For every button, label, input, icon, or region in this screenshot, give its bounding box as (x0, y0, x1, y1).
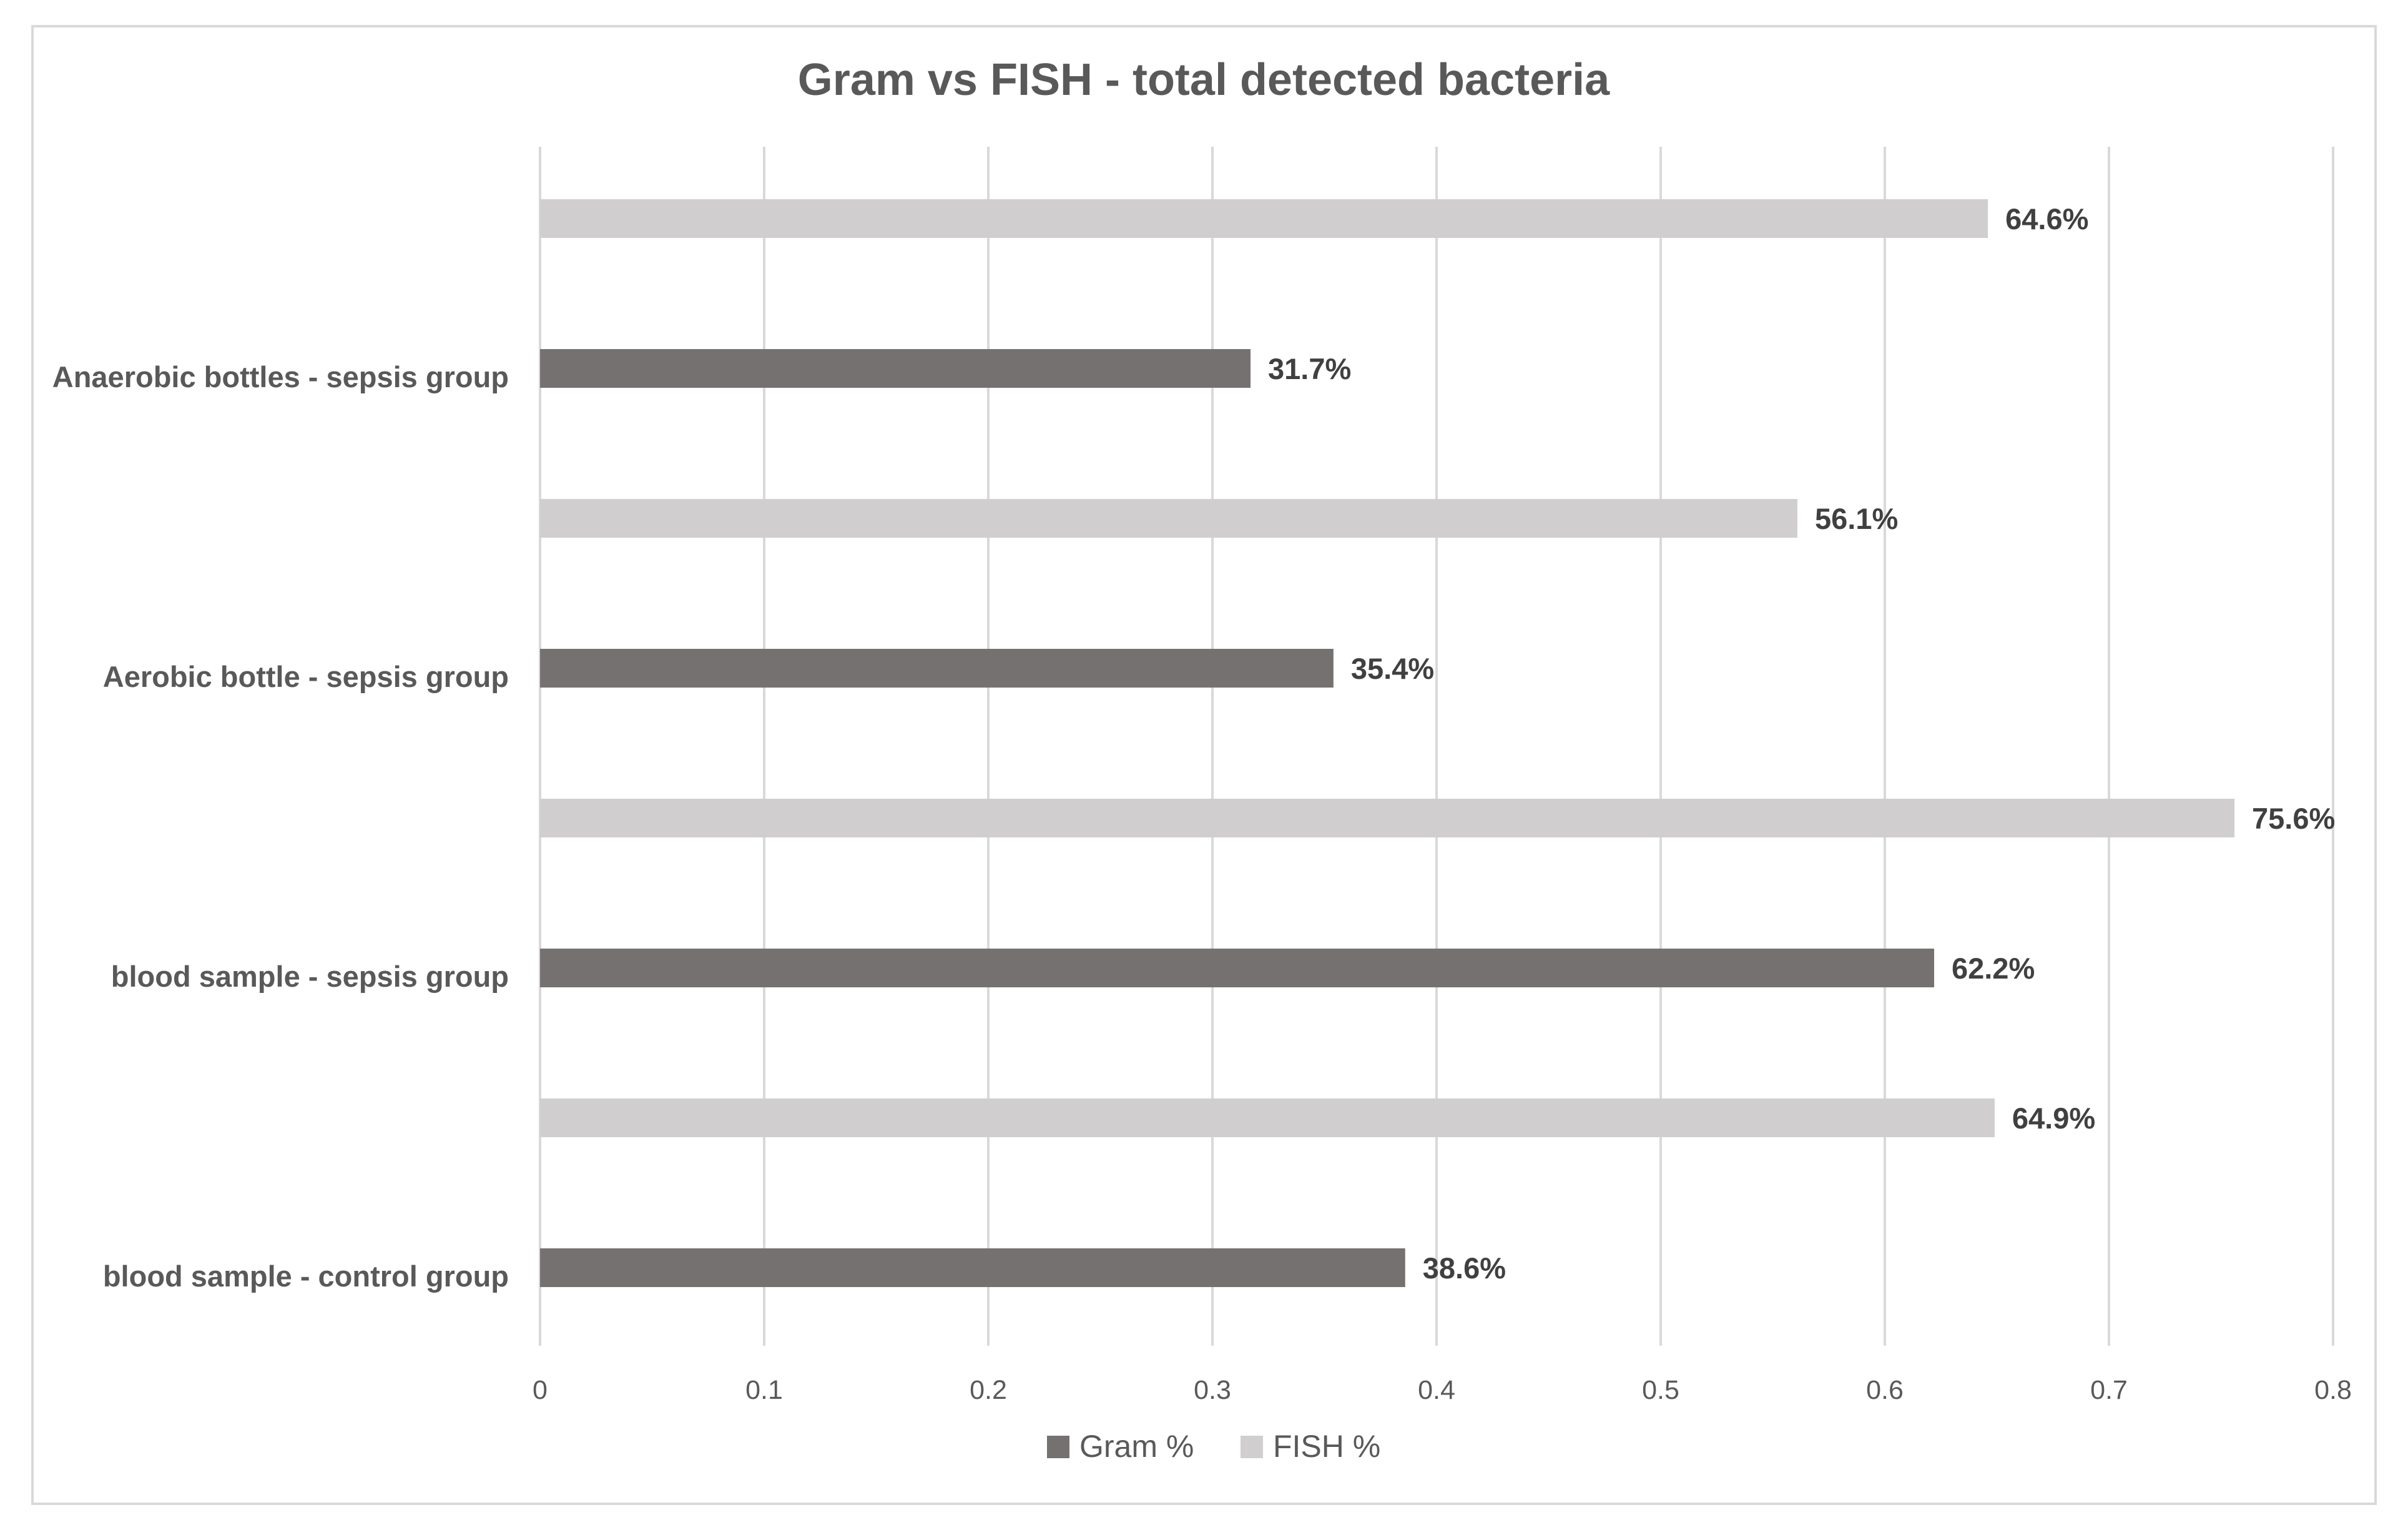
bar-gram (540, 349, 1251, 388)
x-tick-label: 0.5 (1642, 1375, 1679, 1405)
data-label: 64.6% (2005, 202, 2088, 235)
category-label: Anaerobic bottles - sepsis group (52, 360, 509, 393)
x-tick-label: 0.8 (2314, 1375, 2352, 1405)
bar-gram (540, 949, 1934, 987)
x-axis-ticks: 0 0.1 0.2 0.3 0.4 0.5 0.6 0.7 0.8 (533, 1375, 2352, 1405)
x-tick-label: 0.2 (970, 1375, 1007, 1405)
x-tick-label: 0.7 (2090, 1375, 2128, 1405)
x-tick-label: 0.3 (1194, 1375, 1231, 1405)
legend: Gram % FISH % (1047, 1429, 1380, 1464)
bar-gram (540, 649, 1334, 688)
x-tick-label: 0.4 (1418, 1375, 1455, 1405)
category-label: blood sample - control group (103, 1260, 509, 1293)
data-label: 31.7% (1268, 352, 1351, 385)
bar-fish (540, 1098, 1995, 1137)
data-label: 62.2% (1952, 952, 2035, 985)
bars (540, 199, 2235, 1287)
bar-fish (540, 199, 1988, 238)
legend-label: Gram % (1079, 1429, 1194, 1464)
legend-swatch (1047, 1436, 1069, 1458)
bar-fish (540, 799, 2235, 837)
category-label: blood sample - sepsis group (111, 960, 509, 993)
legend-label: FISH % (1273, 1429, 1380, 1464)
category-label: Aerobic bottle - sepsis group (103, 660, 509, 693)
data-label: 38.6% (1423, 1251, 1506, 1285)
data-labels: 38.6% 64.9% 62.2% 75.6% 35.4% 56.1% 31.7% 64.6% (1268, 202, 2335, 1285)
x-tick-label: 0.1 (745, 1375, 783, 1405)
x-tick-label: 0.6 (1866, 1375, 1904, 1405)
data-label: 64.9% (2012, 1102, 2095, 1135)
legend-swatch (1241, 1436, 1263, 1458)
x-tick-label: 0 (533, 1375, 548, 1405)
gridlines (539, 147, 2334, 1346)
category-labels: blood sample - control group blood sample… (52, 360, 509, 1293)
bar-gram (540, 1248, 1405, 1287)
chart-title: Gram vs FISH - total detected bacteria (798, 55, 1610, 105)
bar-fish (540, 499, 1797, 538)
data-label: 75.6% (2252, 802, 2335, 835)
data-label: 56.1% (1815, 502, 1898, 535)
data-label: 35.4% (1351, 652, 1434, 685)
